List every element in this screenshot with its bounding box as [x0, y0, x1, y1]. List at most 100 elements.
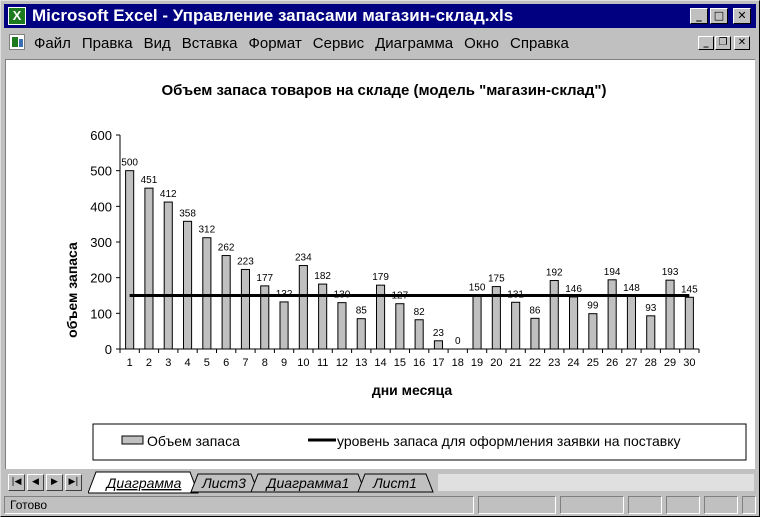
- x-tick-label[interactable]: 27: [625, 357, 637, 369]
- bar-day-19[interactable]: [472, 295, 482, 350]
- x-tick-label[interactable]: 15: [394, 357, 406, 369]
- x-tick-label[interactable]: 9: [281, 357, 287, 369]
- maximize-button[interactable]: □: [710, 8, 728, 24]
- data-label-day-6[interactable]: 262: [218, 243, 235, 254]
- doc-minimize-button[interactable]: _: [698, 36, 714, 50]
- data-label-day-28[interactable]: 93: [645, 303, 657, 314]
- x-tick-label[interactable]: 10: [297, 357, 309, 369]
- data-label-day-20[interactable]: 175: [488, 274, 505, 285]
- x-tick-label[interactable]: 13: [355, 357, 367, 369]
- prev-sheet-button[interactable]: ◀: [27, 474, 44, 491]
- tab-sheet1[interactable]: Лист1: [372, 475, 417, 491]
- bar-day-6[interactable]: [221, 255, 231, 350]
- tab-diagram[interactable]: Диаграмма: [105, 475, 182, 491]
- menu-item-0[interactable]: Файл: [34, 35, 71, 52]
- first-sheet-button[interactable]: |◀: [8, 474, 25, 491]
- bar-day-16[interactable]: [414, 319, 424, 350]
- y-tick-label[interactable]: 200: [90, 271, 112, 286]
- x-tick-label[interactable]: 12: [336, 357, 348, 369]
- y-tick-label[interactable]: 300: [90, 235, 112, 250]
- y-tick-label[interactable]: 0: [105, 342, 112, 357]
- bar-day-9[interactable]: [279, 301, 289, 350]
- x-tick-label[interactable]: 21: [510, 357, 522, 369]
- menu-item-4[interactable]: Формат: [248, 35, 302, 52]
- legend-label-bars[interactable]: Объем запаса: [147, 433, 240, 449]
- resize-grip[interactable]: [742, 496, 756, 514]
- legend-box[interactable]: [92, 423, 747, 461]
- data-label-day-1[interactable]: 500: [121, 158, 138, 169]
- chart-title[interactable]: Объем запаса товаров на складе (модель "…: [161, 82, 606, 99]
- chart-sheet[interactable]: Объем запаса товаров на складе (модель "…: [5, 59, 755, 469]
- data-label-day-30[interactable]: 145: [681, 284, 698, 295]
- bar-day-14[interactable]: [375, 284, 386, 350]
- bar-day-22[interactable]: [530, 317, 540, 350]
- data-label-day-24[interactable]: 146: [565, 284, 582, 295]
- legend-swatch-bars[interactable]: [121, 435, 144, 445]
- data-label-day-25[interactable]: 99: [587, 301, 599, 312]
- legend-label-line[interactable]: уровень запаса для оформления заявки на …: [337, 433, 681, 449]
- x-tick-label[interactable]: 22: [529, 357, 541, 369]
- doc-close-button[interactable]: ✕: [734, 36, 750, 50]
- data-label-day-13[interactable]: 85: [356, 306, 368, 317]
- chart-legend[interactable]: Объем запаса уровень запаса для оформлени…: [92, 423, 747, 461]
- bar-day-3[interactable]: [163, 201, 173, 350]
- bar-day-1[interactable]: [125, 170, 135, 350]
- x-tick-label[interactable]: 1: [127, 357, 133, 369]
- data-label-day-26[interactable]: 194: [604, 267, 621, 278]
- data-label-day-27[interactable]: 148: [623, 283, 640, 294]
- data-label-day-10[interactable]: 234: [295, 253, 312, 264]
- bar-day-30[interactable]: [684, 296, 694, 350]
- x-tick-label[interactable]: 25: [587, 357, 599, 369]
- data-label-day-29[interactable]: 193: [662, 267, 679, 278]
- last-sheet-button[interactable]: ▶|: [65, 474, 82, 491]
- x-tick-label[interactable]: 16: [413, 357, 425, 369]
- y-tick-label[interactable]: 500: [90, 164, 112, 179]
- menu-item-5[interactable]: Сервис: [312, 35, 365, 52]
- bar-day-26[interactable]: [607, 279, 617, 350]
- doc-restore-button[interactable]: ❐: [715, 36, 731, 50]
- menu-item-1[interactable]: Правка: [81, 35, 133, 52]
- data-label-day-7[interactable]: 223: [237, 256, 254, 267]
- bar-day-25[interactable]: [588, 313, 598, 350]
- chart-document-icon[interactable]: [9, 34, 25, 50]
- menu-item-2[interactable]: Вид: [143, 35, 171, 52]
- x-tick-label[interactable]: 23: [548, 357, 560, 369]
- x-tick-label[interactable]: 28: [645, 357, 657, 369]
- bar-day-15[interactable]: [395, 303, 405, 350]
- data-label-day-19[interactable]: 150: [469, 283, 486, 294]
- tab-shape-sheet1[interactable]: [357, 473, 434, 493]
- close-button[interactable]: ✕: [733, 8, 751, 24]
- x-tick-label[interactable]: 18: [452, 357, 464, 369]
- x-tick-label[interactable]: 4: [184, 357, 190, 369]
- menu-item-3[interactable]: Вставка: [181, 35, 238, 52]
- bar-day-7[interactable]: [240, 268, 251, 350]
- x-axis-label[interactable]: дни месяца: [372, 382, 453, 398]
- y-tick-label[interactable]: 400: [90, 199, 112, 214]
- x-tick-label[interactable]: 29: [664, 357, 676, 369]
- x-tick-label[interactable]: 5: [204, 357, 210, 369]
- data-label-day-3[interactable]: 412: [160, 189, 177, 200]
- x-tick-label[interactable]: 30: [683, 357, 695, 369]
- y-axis-label[interactable]: объем запаса: [64, 242, 80, 338]
- x-tick-label[interactable]: 7: [242, 357, 248, 369]
- data-label-day-4[interactable]: 358: [179, 208, 196, 219]
- menu-item-6[interactable]: Диаграмма: [375, 35, 454, 52]
- bar-day-29[interactable]: [665, 279, 675, 350]
- bar-day-8[interactable]: [260, 285, 270, 350]
- bar-day-23[interactable]: [549, 280, 559, 350]
- x-tick-label[interactable]: 11: [317, 357, 328, 369]
- tab-sheet3[interactable]: Лист3: [201, 475, 246, 491]
- bar-day-5[interactable]: [202, 237, 212, 350]
- bar-day-17[interactable]: [433, 340, 444, 350]
- minimize-button[interactable]: _: [690, 8, 708, 24]
- bar-day-11[interactable]: [318, 283, 328, 350]
- x-tick-label[interactable]: 19: [471, 357, 483, 369]
- chart-canvas[interactable]: Объем запаса товаров на складе (модель "…: [6, 60, 756, 470]
- data-label-day-8[interactable]: 177: [256, 273, 273, 284]
- x-tick-label[interactable]: 3: [165, 357, 171, 369]
- data-label-day-23[interactable]: 192: [546, 268, 563, 279]
- bar-day-27[interactable]: [626, 295, 637, 350]
- menu-item-7[interactable]: Окно: [464, 35, 500, 52]
- x-tick-label[interactable]: 8: [262, 357, 268, 369]
